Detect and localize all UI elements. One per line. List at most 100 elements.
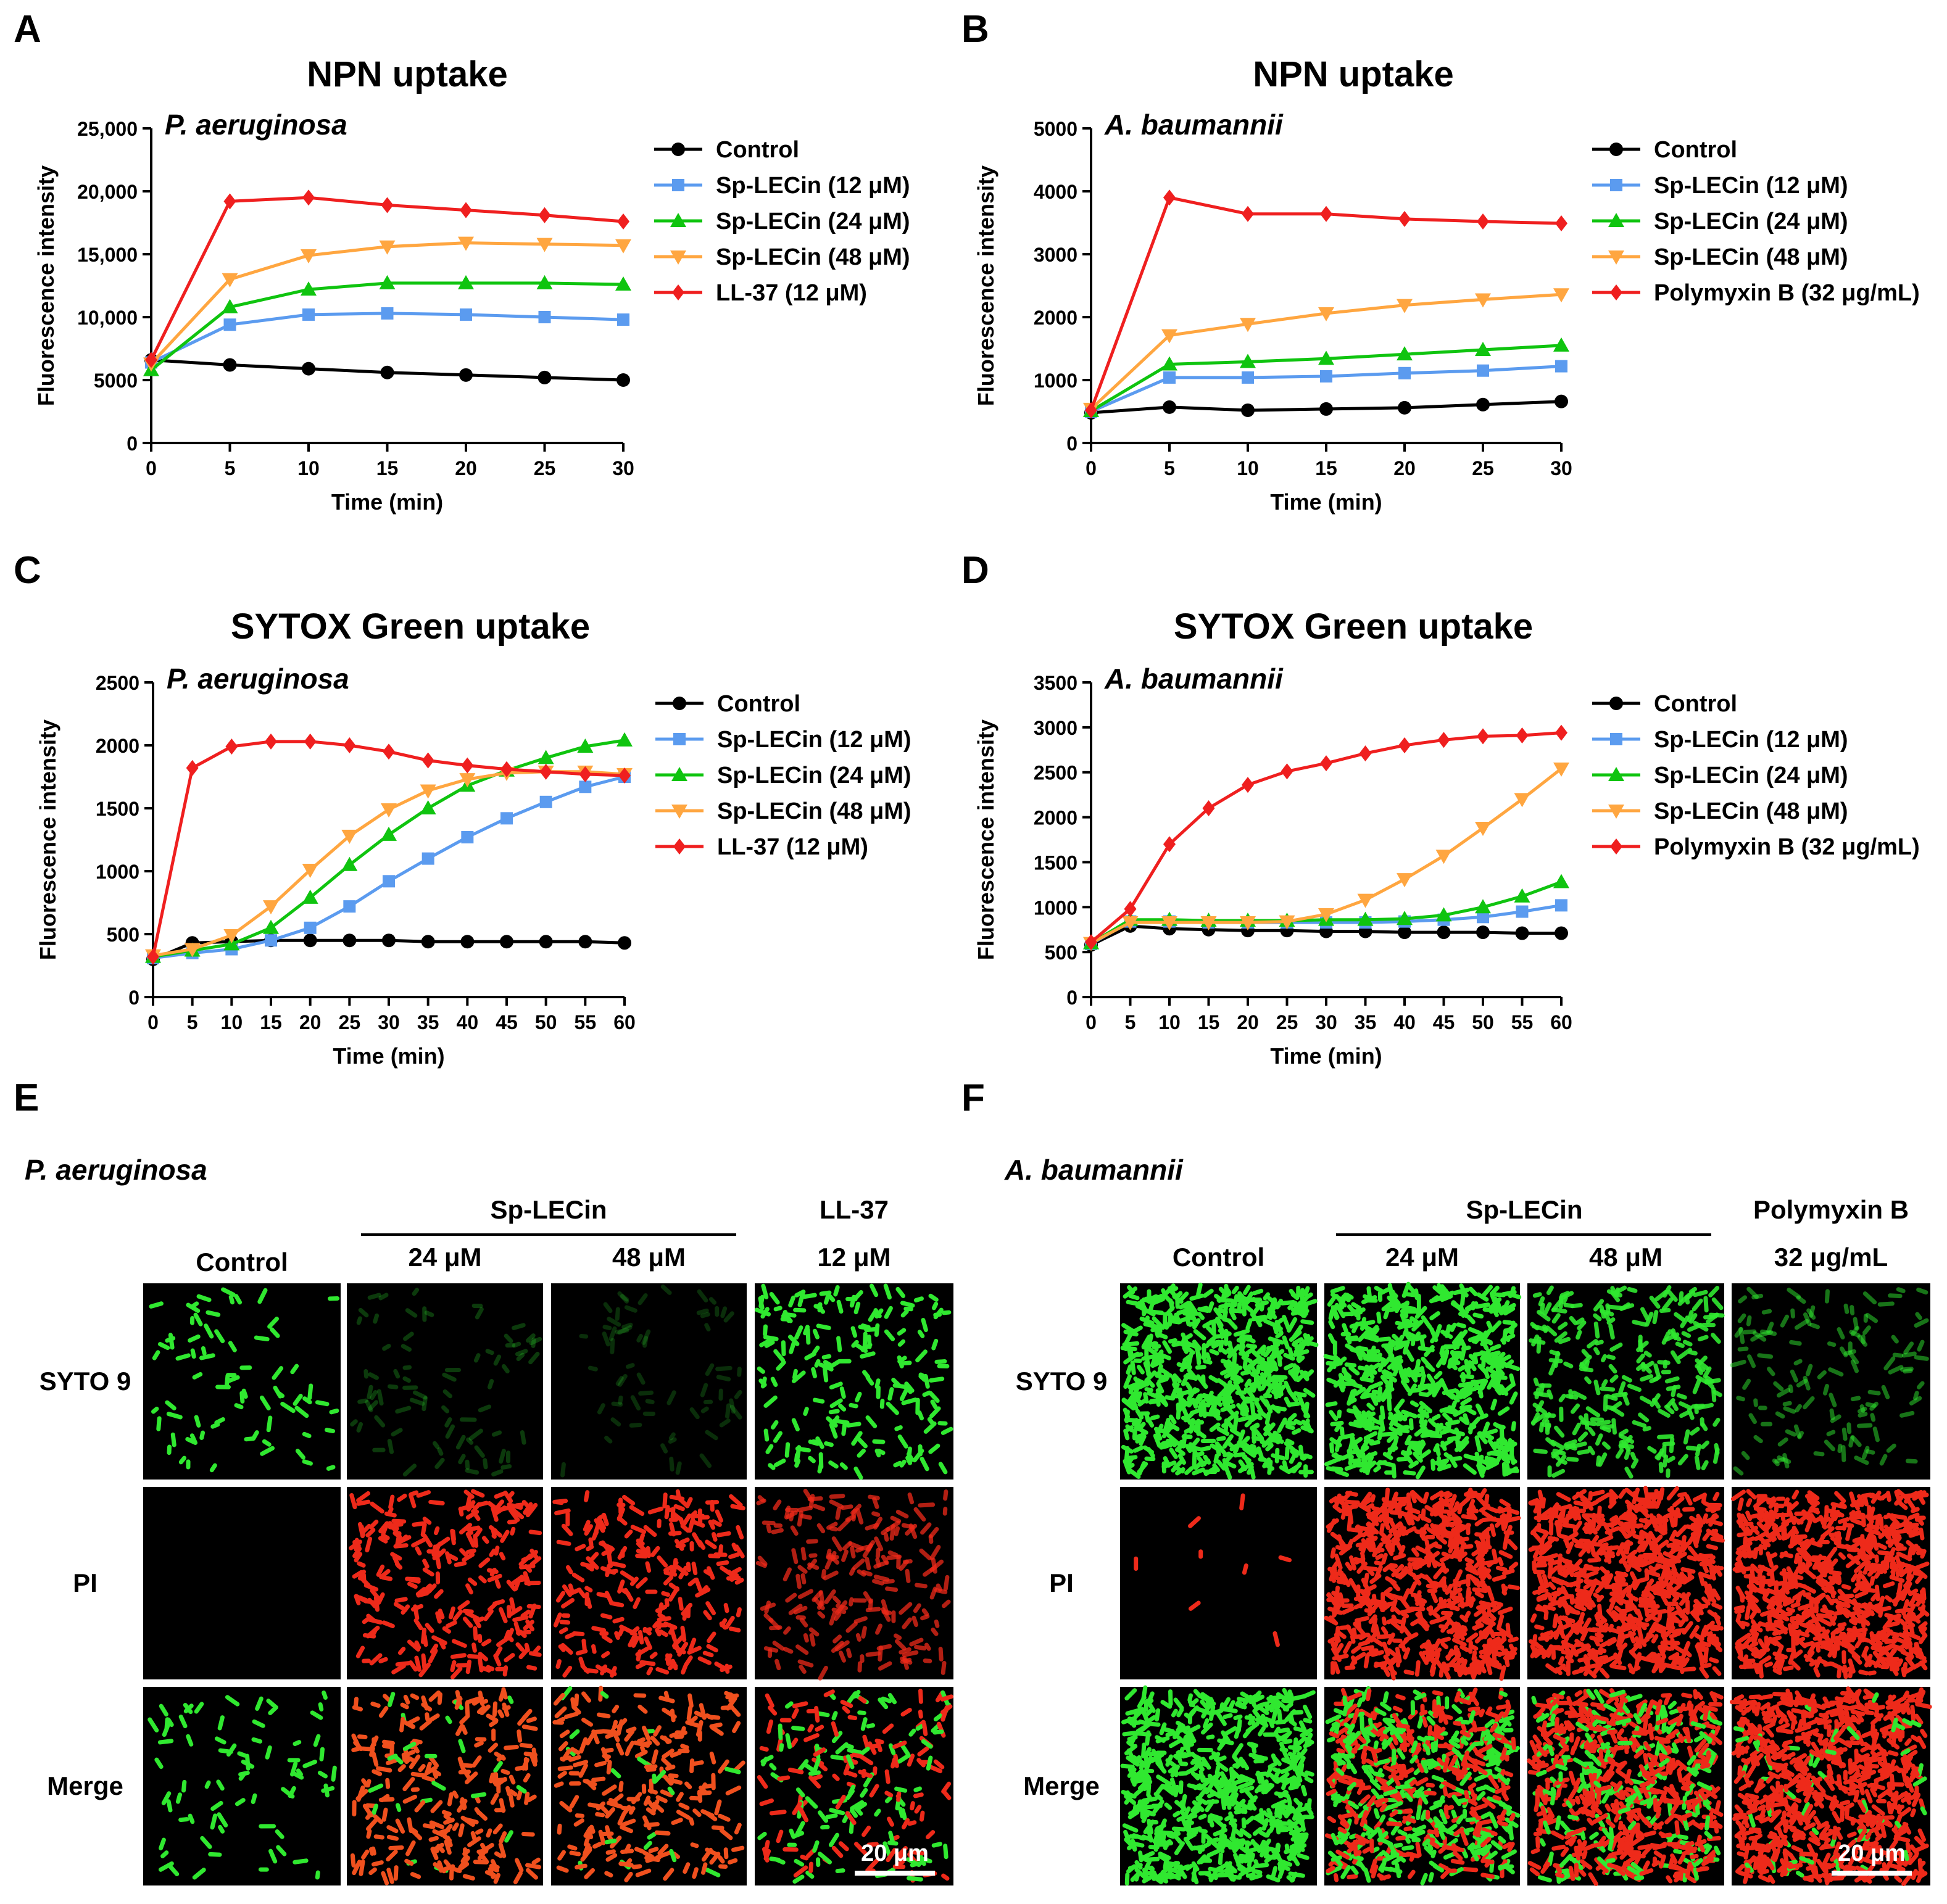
bacterium-cell bbox=[424, 1310, 434, 1317]
data-point bbox=[1202, 800, 1215, 816]
bacterium-cell bbox=[355, 1645, 365, 1658]
row-label: Merge bbox=[1023, 1771, 1100, 1800]
bacterium-cell bbox=[793, 1605, 808, 1615]
bacterium-cell bbox=[793, 1307, 807, 1313]
bacterium-cell bbox=[657, 1518, 662, 1528]
bacterium-cell bbox=[585, 1564, 594, 1572]
x-tick-label: 0 bbox=[146, 457, 157, 479]
bacterium-cell bbox=[677, 1641, 689, 1657]
bacterium-cell bbox=[586, 1544, 594, 1552]
bacterium-cell bbox=[845, 1621, 858, 1633]
data-point bbox=[381, 803, 397, 818]
x-tick-label: 30 bbox=[378, 1011, 400, 1033]
bacterium-cell bbox=[425, 1623, 434, 1633]
bacterium-cell bbox=[774, 1658, 781, 1671]
data-point bbox=[1163, 189, 1176, 206]
bacterium-cell bbox=[445, 1424, 455, 1439]
column-label: Control bbox=[196, 1248, 288, 1277]
bacterium-cell bbox=[235, 1798, 246, 1807]
data-point bbox=[1435, 850, 1452, 864]
legend-label: Sp-LECin (48 μM) bbox=[717, 798, 911, 824]
bacterium-cell bbox=[911, 1615, 919, 1628]
bacterium-cell bbox=[800, 1573, 807, 1584]
bacterium-cell bbox=[459, 1417, 477, 1422]
bacterium-cell bbox=[356, 1316, 363, 1325]
bacterium-cell bbox=[873, 1308, 882, 1318]
bacterium-cell bbox=[657, 1555, 668, 1568]
bacterium-cell bbox=[352, 1546, 362, 1558]
bacterium-cell bbox=[201, 1346, 207, 1356]
bacterium-cell bbox=[906, 1452, 915, 1462]
bacterium-cell bbox=[841, 1421, 847, 1436]
data-point bbox=[536, 275, 553, 289]
legend-entry: Sp-LECin (24 μM) bbox=[654, 209, 910, 234]
bacterium-cell bbox=[422, 1517, 432, 1525]
bacterium-cell bbox=[1144, 1344, 1149, 1359]
y-tick-label: 0 bbox=[1066, 433, 1077, 455]
legend-marker bbox=[671, 143, 685, 156]
bacterium-cell bbox=[783, 1647, 794, 1654]
bacterium-cell bbox=[630, 1395, 641, 1411]
bacterium-cell bbox=[434, 1548, 446, 1560]
bacterium-cell bbox=[302, 1396, 312, 1405]
bacterium-cell bbox=[758, 1378, 767, 1388]
bacterium-cell bbox=[716, 1531, 731, 1538]
bacterium-cell bbox=[718, 1544, 723, 1555]
bacterium-cell bbox=[267, 1317, 280, 1329]
bacterium-cell bbox=[773, 1499, 782, 1510]
bacterium-cell bbox=[462, 1552, 475, 1562]
bacterium-cell bbox=[450, 1666, 463, 1679]
bacterium-cell bbox=[595, 1664, 607, 1673]
micrograph-pi-48-m bbox=[1527, 1486, 1725, 1679]
bacterium-cell bbox=[1181, 1434, 1193, 1439]
bacterium-cell bbox=[496, 1780, 501, 1794]
data-point bbox=[460, 935, 475, 949]
data-point bbox=[381, 826, 397, 841]
bacterium-cell bbox=[850, 1326, 858, 1338]
bacterium-cell bbox=[857, 1448, 866, 1458]
bacterium-cell bbox=[217, 1715, 225, 1731]
bacterium-cell bbox=[422, 1558, 430, 1569]
bacterium-cell bbox=[705, 1539, 717, 1549]
bacterium-cell bbox=[876, 1448, 886, 1455]
x-tick-label: 15 bbox=[376, 457, 399, 479]
data-point bbox=[1398, 400, 1411, 415]
bacterium-cell bbox=[858, 1325, 867, 1330]
bacterium-cell bbox=[422, 1306, 427, 1322]
bacterium-cell bbox=[561, 1613, 571, 1618]
bacterium-cell bbox=[818, 1362, 834, 1372]
bacterium-cell bbox=[1638, 1335, 1643, 1349]
bacterium-cell bbox=[465, 1696, 482, 1705]
bacterium-cell bbox=[918, 1502, 936, 1508]
bacterium-cell bbox=[357, 1398, 368, 1404]
bacterium-cell bbox=[252, 1719, 265, 1728]
bacterium-cell bbox=[816, 1857, 821, 1868]
bacterium-cell bbox=[881, 1609, 892, 1615]
bacterium-cell bbox=[413, 1618, 423, 1631]
bacterium-cell bbox=[1426, 1648, 1430, 1662]
bacterium-cell bbox=[680, 1626, 687, 1642]
bacterium-cell bbox=[629, 1576, 639, 1586]
bacterium-cell bbox=[214, 1329, 225, 1344]
bacterium-cell bbox=[495, 1666, 508, 1671]
bacterium-cell bbox=[901, 1397, 918, 1405]
bacterium-cell bbox=[478, 1652, 489, 1662]
x-tick-label: 35 bbox=[1355, 1011, 1377, 1033]
bacterium-cell bbox=[645, 1589, 658, 1594]
column-label: LL-37 bbox=[820, 1195, 889, 1224]
bacterium-cell bbox=[402, 1463, 417, 1477]
bacterium-cell bbox=[829, 1381, 843, 1389]
bacterium-cell bbox=[205, 1310, 221, 1317]
bacterium-cell bbox=[571, 1631, 585, 1636]
data-point bbox=[301, 281, 317, 296]
bacterium-cell bbox=[816, 1323, 831, 1330]
bacterium-cell bbox=[689, 1541, 694, 1552]
bacterium-cell bbox=[196, 1294, 212, 1302]
bacterium-cell bbox=[414, 1655, 421, 1672]
data-point bbox=[379, 275, 396, 289]
bacterium-cell bbox=[481, 1536, 489, 1544]
bacterium-cell bbox=[475, 1307, 484, 1320]
bacterium-cell bbox=[874, 1323, 880, 1337]
bacterium-cell bbox=[686, 1604, 691, 1618]
bacterium-cell bbox=[435, 1571, 441, 1585]
